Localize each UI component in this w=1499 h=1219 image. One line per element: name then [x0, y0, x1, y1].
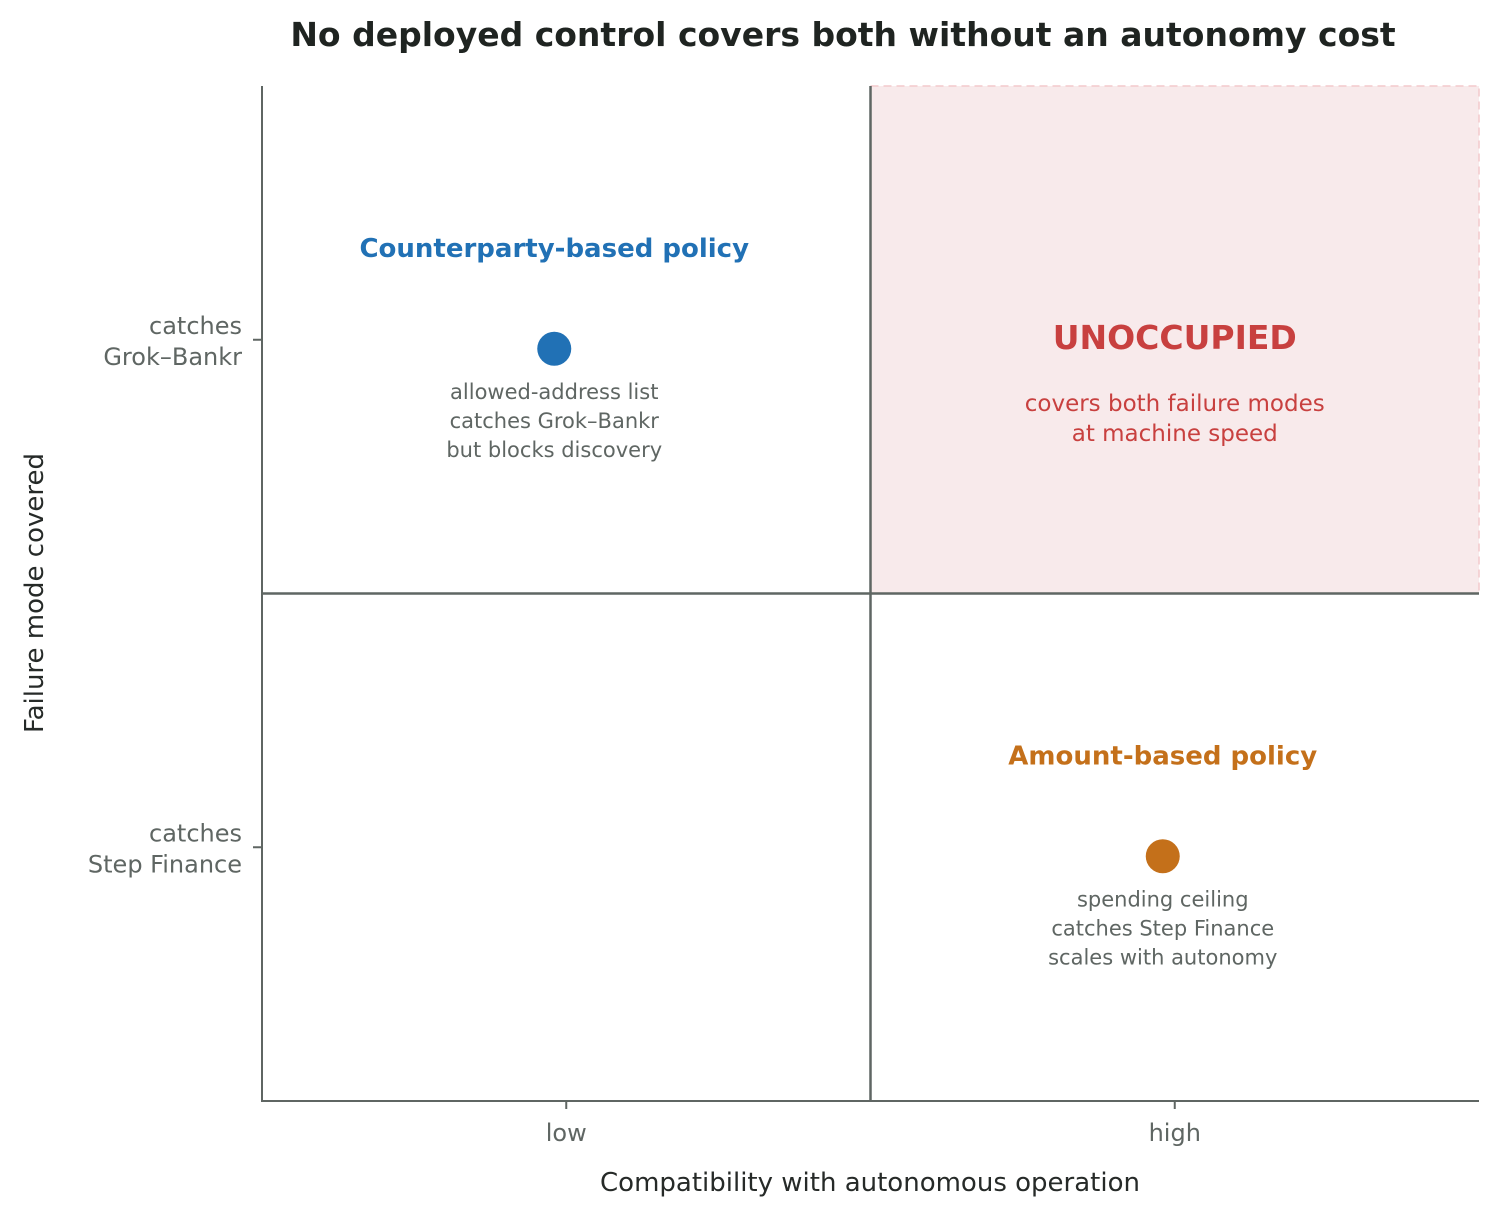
x-tick-label: high — [1149, 1119, 1201, 1147]
plot-area: low high catches Step Finance catches Grok–Ba… — [88, 85, 1480, 1147]
x-axis-title: Compatibility with autonomous operation — [600, 1168, 1140, 1198]
data-point — [1145, 839, 1180, 874]
y-tick-label-line: catches — [149, 819, 242, 847]
y-tick-label-line: catches — [149, 312, 242, 340]
data-point — [537, 331, 572, 366]
point-annotation-line: but blocks discovery — [446, 438, 662, 462]
x-tick-label: low — [546, 1119, 587, 1147]
point-annotation: allowed-address list catches Grok–Bankr bu… — [446, 380, 662, 462]
point-annotation-line: allowed-address list — [450, 380, 658, 404]
y-axis-title: Failure mode covered — [20, 453, 50, 733]
point-annotation-line: catches Grok–Bankr — [450, 409, 660, 433]
y-tick-label-line: Step Finance — [88, 850, 242, 878]
point-annotation-line: scales with autonomy — [1048, 945, 1277, 969]
unoccupied-note-line: covers both failure modes — [1025, 391, 1325, 417]
unoccupied-note-line: at machine speed — [1072, 421, 1278, 447]
unoccupied-note: covers both failure modes at machine spee… — [1025, 391, 1325, 447]
unoccupied-label: UNOCCUPIED — [1053, 318, 1297, 357]
unoccupied-region — [869, 85, 1480, 595]
point-annotation-line: spending ceiling — [1077, 887, 1249, 911]
point-group-label: Counterparty-based policy — [359, 234, 749, 264]
y-tick-label: catches Grok–Bankr — [103, 312, 242, 371]
point-annotation: spending ceiling catches Step Finance scal… — [1048, 887, 1277, 969]
point-group-label: Amount-based policy — [1008, 741, 1317, 771]
y-tick-label-line: Grok–Bankr — [103, 343, 242, 371]
y-tick-label: catches Step Finance — [88, 819, 242, 878]
point-annotation-line: catches Step Finance — [1051, 916, 1274, 940]
chart-title: No deployed control covers both without … — [290, 15, 1396, 54]
